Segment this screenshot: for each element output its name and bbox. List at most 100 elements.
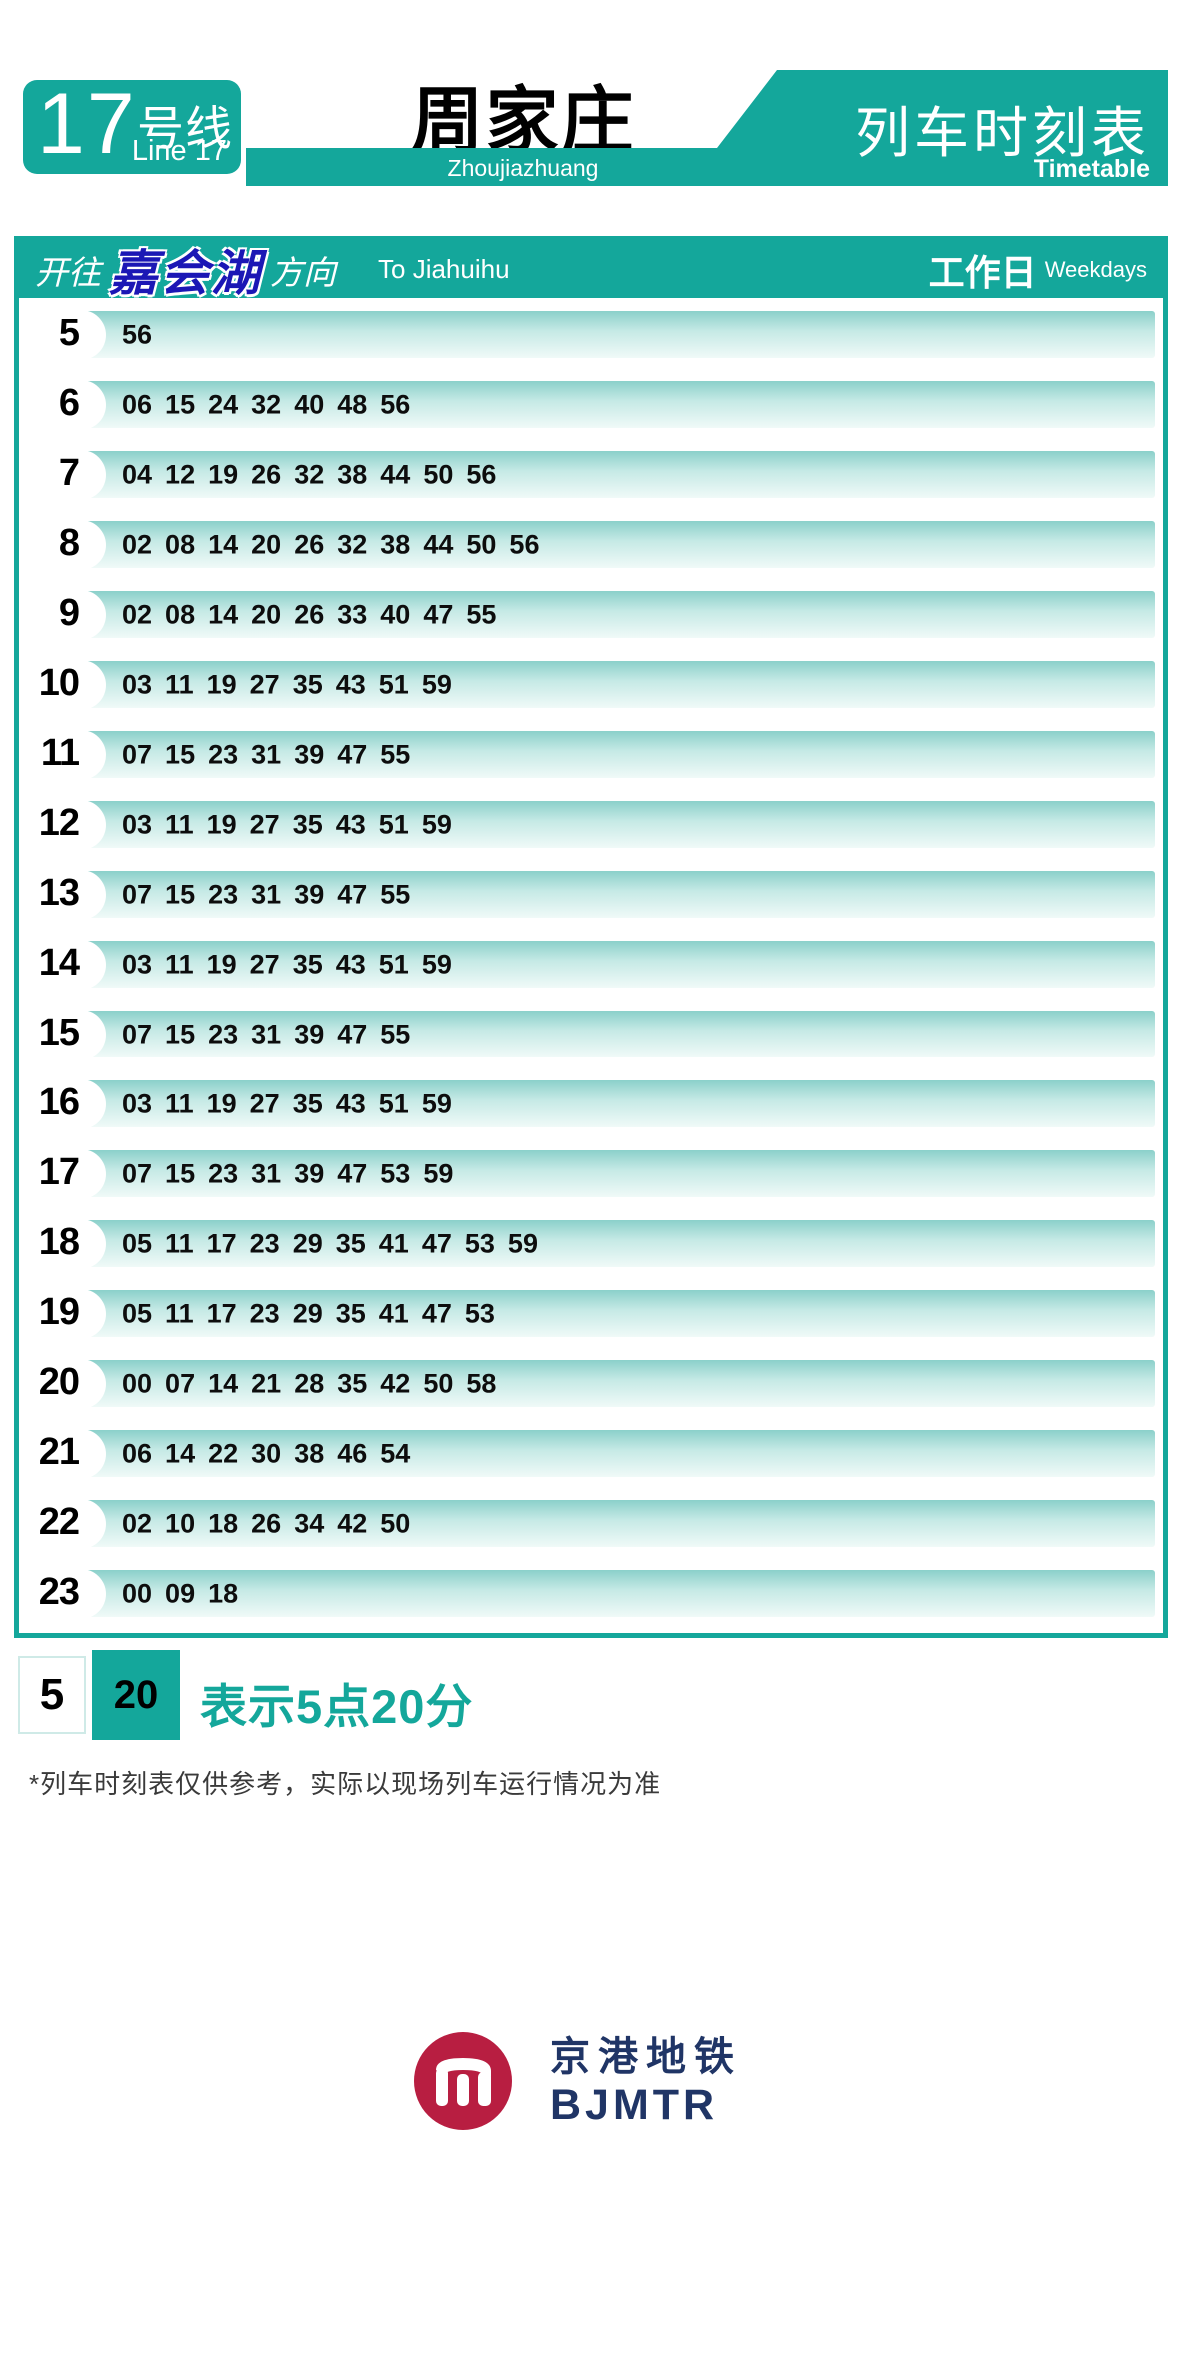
minute-cell: 11	[165, 1298, 194, 1329]
minute-cell: 50	[423, 459, 454, 490]
hour-label: 18	[38, 1221, 80, 1264]
minutes-list: 04 12 19 26 32 38 44 50 56	[122, 459, 496, 490]
minutes-band	[79, 311, 1155, 358]
minute-cell: 26	[294, 599, 325, 630]
minute-cell: 35	[292, 949, 323, 980]
minute-cell: 47	[337, 1158, 368, 1189]
line-badge: 17 号线 Line 17	[23, 76, 241, 174]
hour-notch	[56, 1359, 106, 1410]
minutes-list: 00 07 14 21 28 35 42 50 58	[122, 1369, 496, 1400]
minutes-band	[79, 730, 1155, 778]
bjmtr-logo-icon	[414, 2032, 512, 2130]
minute-cell: 29	[292, 1228, 323, 1259]
minute-cell: 23	[249, 1298, 280, 1329]
minute-cell: 53	[464, 1228, 495, 1259]
legend-description: 表示5点20分	[200, 1680, 474, 1733]
footnote: *列车时刻表仅供参考，实际以现场列车运行情况为准	[29, 1769, 662, 1799]
minute-cell: 28	[294, 1368, 325, 1399]
minute-cell: 43	[335, 1088, 366, 1119]
minute-cell: 06	[122, 1438, 153, 1469]
minute-cell: 11	[165, 949, 194, 980]
minute-cell: 32	[294, 459, 325, 490]
timetable-title: 列车时刻表	[854, 102, 1150, 164]
minutes-band	[79, 800, 1155, 848]
minute-cell: 43	[335, 669, 366, 700]
minutes-band	[79, 1500, 1155, 1548]
minute-cell: 44	[423, 529, 454, 560]
hour-label: 19	[38, 1291, 80, 1334]
minutes-list: 03 11 19 27 35 43 51 59	[122, 1089, 452, 1120]
hour-notch	[56, 799, 106, 850]
minute-cell: 15	[165, 739, 196, 770]
minutes-band	[79, 1430, 1155, 1478]
minute-cell: 03	[122, 669, 153, 700]
minute-cell: 14	[208, 529, 239, 560]
minute-cell: 07	[122, 1019, 153, 1049]
hour-label: 14	[38, 941, 80, 984]
minute-cell: 40	[294, 389, 325, 420]
minute-cell: 19	[206, 669, 237, 700]
minute-cell: 00	[122, 1578, 153, 1609]
minute-cell: 23	[208, 879, 239, 910]
minute-cell: 56	[466, 459, 497, 490]
minute-cell: 55	[380, 879, 411, 910]
table-row: 17 07 15 23 31 39 47 53 59	[19, 1139, 1163, 1209]
minute-cell: 20	[251, 599, 282, 630]
timetable-rows: 5 56 6 06 15 24 32 40 48 56 7 04 12 19 26 32 38 44 50…	[19, 298, 1163, 1633]
minutes-band	[79, 450, 1155, 498]
table-row: 18 05 11 17 23 29 35 41 47 53 59	[19, 1209, 1163, 1279]
minute-cell: 18	[208, 1508, 239, 1539]
minute-cell: 55	[380, 739, 411, 770]
minutes-band	[79, 1220, 1155, 1268]
minutes-band	[79, 380, 1155, 428]
direction-en: To Jiahuihu	[378, 254, 510, 284]
minute-cell: 29	[292, 1298, 323, 1329]
minute-cell: 47	[337, 1019, 368, 1049]
table-row: 21 06 14 22 30 38 46 54	[19, 1419, 1163, 1489]
minute-cell: 20	[251, 529, 282, 560]
minute-cell: 59	[423, 1158, 454, 1189]
table-row: 7 04 12 19 26 32 38 44 50 56	[19, 440, 1163, 510]
minute-cell: 23	[208, 1158, 239, 1189]
direction-prefix: 开往	[35, 253, 101, 291]
minute-cell: 34	[294, 1508, 325, 1539]
table-row: 6 06 15 24 32 40 48 56	[19, 370, 1163, 440]
minutes-list: 07 15 23 31 39 47 55	[122, 879, 410, 910]
minute-cell: 53	[380, 1158, 411, 1189]
table-row: 12 03 11 19 27 35 43 51 59	[19, 790, 1163, 860]
hour-label: 15	[38, 1011, 80, 1054]
minute-cell: 15	[165, 389, 196, 420]
minute-cell: 23	[249, 1228, 280, 1259]
minute-cell: 50	[423, 1368, 454, 1399]
table-row: 16 03 11 19 27 35 43 51 59	[19, 1069, 1163, 1139]
hour-notch	[56, 1149, 106, 1200]
minute-cell: 06	[122, 389, 153, 420]
hour-label: 17	[38, 1151, 80, 1194]
minutes-band	[79, 1360, 1155, 1408]
operator-name: 京港地铁 BJMTR	[550, 2032, 742, 2130]
minute-cell: 18	[208, 1578, 239, 1609]
minute-cell: 51	[378, 949, 409, 980]
minute-cell: 35	[292, 809, 323, 840]
minute-cell: 27	[249, 669, 280, 700]
hour-label: 8	[58, 522, 80, 565]
minute-cell: 55	[466, 599, 497, 630]
minute-cell: 32	[251, 389, 282, 420]
minute-cell: 02	[122, 599, 153, 630]
direction-bar: 开往 嘉会湖 方向 To Jiahuihu 工作日 Weekdays	[19, 241, 1163, 301]
minute-cell: 59	[421, 669, 452, 700]
minute-cell: 47	[421, 1298, 452, 1329]
minute-cell: 11	[165, 669, 194, 700]
table-row: 22 02 10 18 26 34 42 50	[19, 1489, 1163, 1559]
minute-cell: 26	[294, 529, 325, 560]
minutes-band	[79, 1570, 1155, 1618]
minute-cell: 31	[251, 739, 282, 770]
minutes-list: 03 11 19 27 35 43 51 59	[122, 809, 452, 840]
minute-cell: 03	[122, 809, 153, 840]
legend-minute-box: 20	[92, 1650, 180, 1740]
minute-cell: 26	[251, 1508, 282, 1539]
minute-cell: 41	[378, 1228, 409, 1259]
hour-notch	[56, 309, 106, 360]
minute-cell: 59	[507, 1228, 538, 1259]
minute-cell: 21	[251, 1368, 282, 1399]
